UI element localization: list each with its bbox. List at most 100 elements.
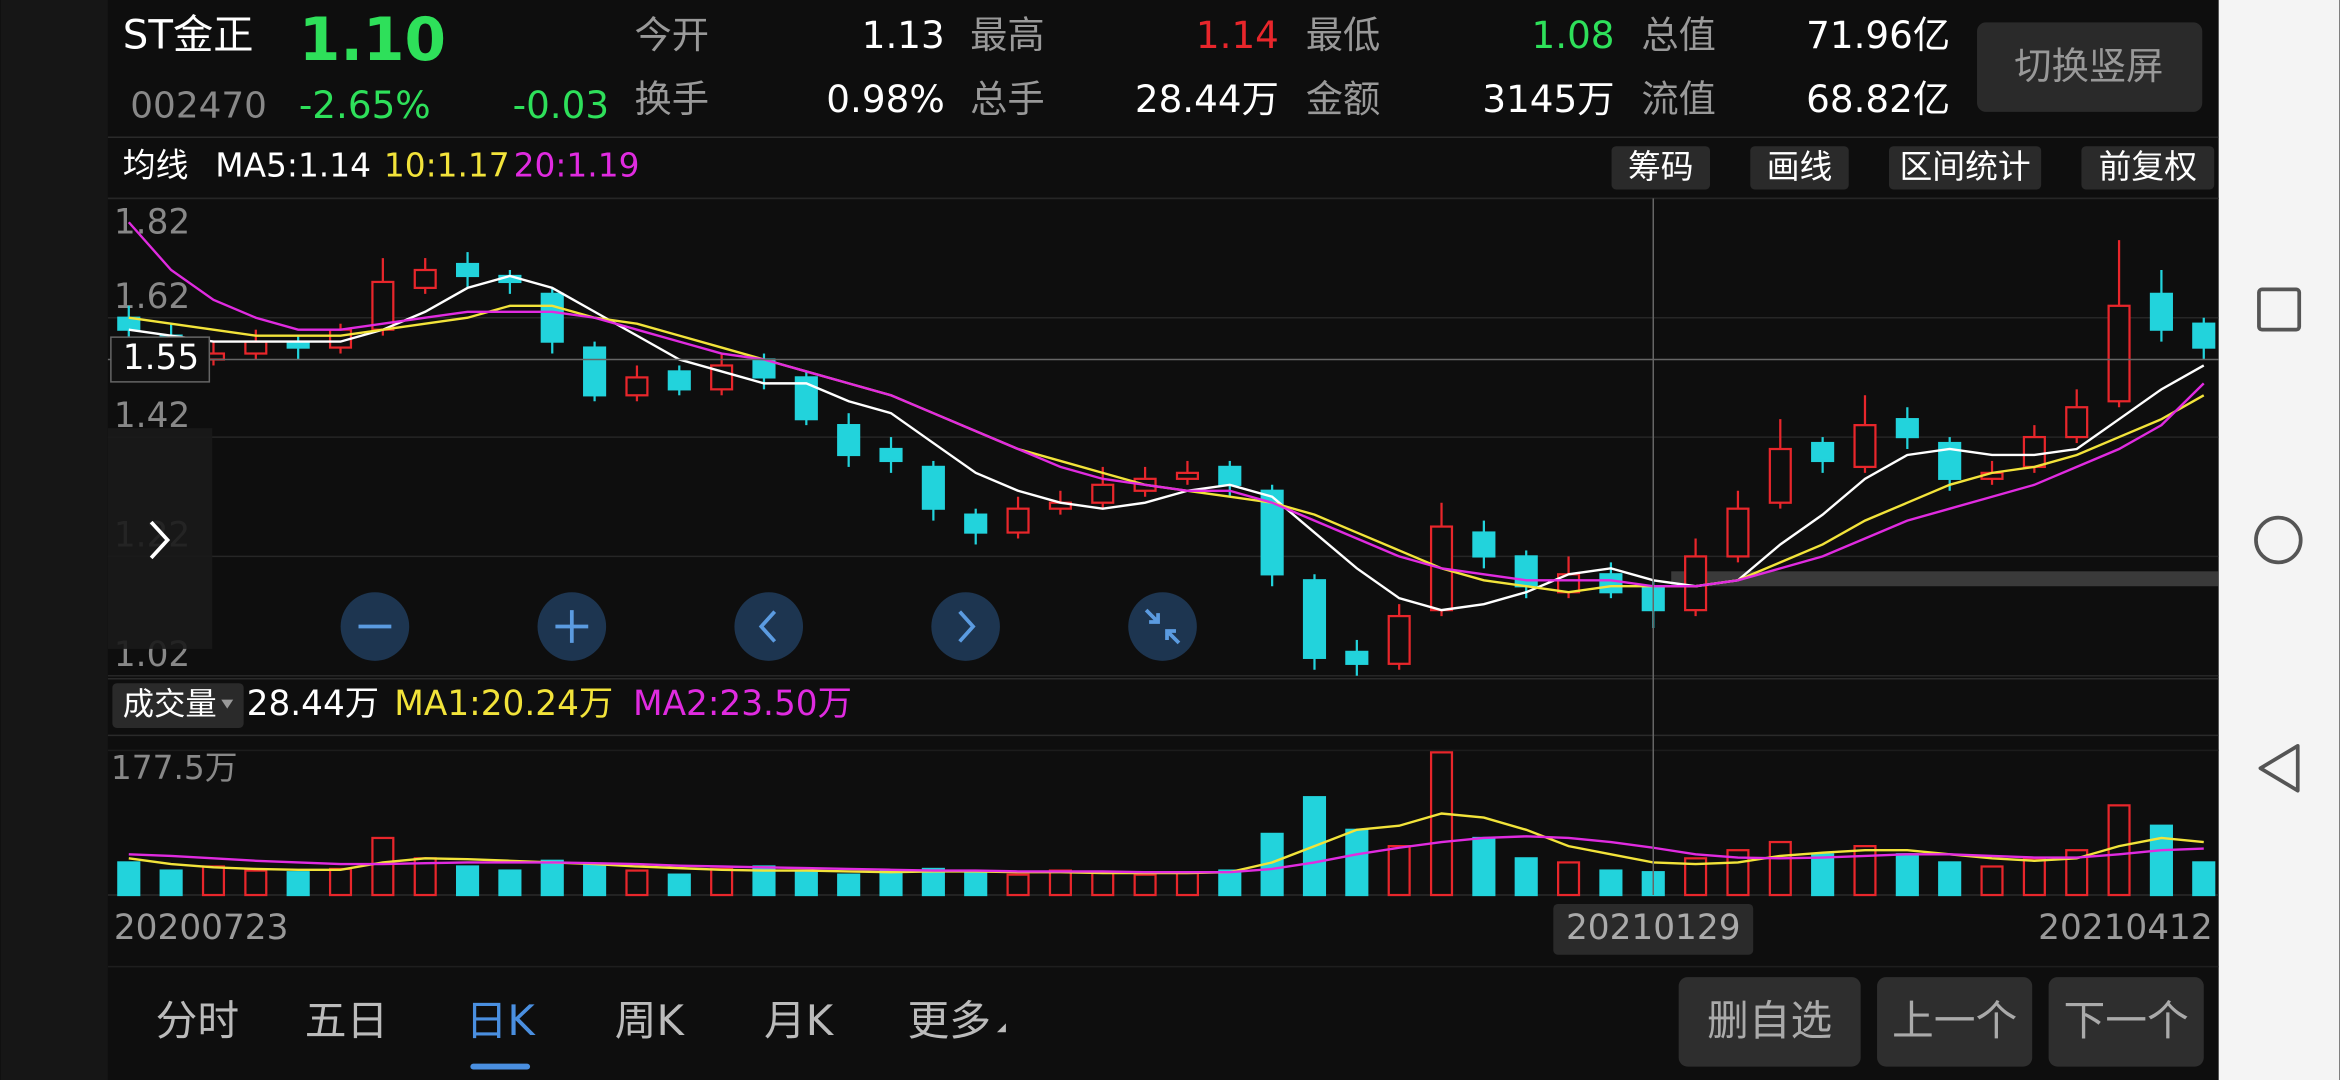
volume-bar bbox=[879, 869, 903, 897]
ma-line bbox=[127, 221, 2205, 588]
left-edge bbox=[0, 0, 108, 1080]
candle-body bbox=[1260, 489, 1284, 576]
candle-body bbox=[667, 370, 691, 391]
volume-bar bbox=[794, 871, 818, 897]
tool-button[interactable] bbox=[1611, 146, 1710, 190]
dropdown-arrow bbox=[221, 699, 234, 709]
toggle-label: 切换竖屏 bbox=[2014, 44, 2163, 88]
quote-value: 1.08 bbox=[1532, 13, 1615, 57]
quote-label: 换手 bbox=[634, 77, 709, 121]
stock-code: 002470 bbox=[130, 85, 267, 126]
quote-label: 总手 bbox=[970, 77, 1045, 121]
volume-bar bbox=[1895, 853, 1919, 897]
candle-body bbox=[455, 262, 480, 278]
side-panel[interactable] bbox=[107, 428, 213, 649]
x-tick-box bbox=[1553, 903, 1754, 955]
quote-value: 0.98% bbox=[826, 77, 944, 121]
tool-button[interactable] bbox=[1750, 146, 1849, 190]
candle-body bbox=[625, 376, 649, 397]
move-left[interactable] bbox=[734, 592, 804, 661]
ma-label: 均线 bbox=[123, 147, 189, 185]
x-tick-label: 20200723 bbox=[114, 908, 289, 948]
candle-body bbox=[879, 447, 903, 463]
chart-controls bbox=[340, 592, 1197, 661]
volume-bar bbox=[1811, 853, 1835, 897]
tool-button[interactable] bbox=[2081, 146, 2215, 190]
volume-bar bbox=[1429, 751, 1454, 897]
reset-zoom[interactable] bbox=[1128, 592, 1197, 661]
tab-indicator bbox=[470, 1063, 531, 1070]
candle-body bbox=[1938, 441, 1962, 480]
volume-bar bbox=[1345, 828, 1369, 897]
nav-back[interactable] bbox=[2258, 743, 2300, 793]
volume-bar bbox=[2192, 861, 2216, 897]
tab[interactable]: 周K bbox=[615, 996, 686, 1045]
candle-body bbox=[244, 340, 268, 355]
toggle-button[interactable] bbox=[1977, 22, 2203, 112]
quote-label: 金额 bbox=[1306, 77, 1381, 121]
tool-button[interactable] bbox=[1889, 146, 2042, 190]
volume-bar bbox=[1514, 857, 1538, 897]
icon bbox=[758, 610, 777, 643]
candle-body bbox=[1599, 573, 1623, 594]
ma10-legend: 10:1.17 bbox=[384, 147, 510, 185]
y-tick-label: 1.62 bbox=[114, 277, 190, 317]
candle-body bbox=[1302, 579, 1327, 659]
action-buttons: 删自选 上一个 下一个 bbox=[1678, 977, 2204, 1067]
volume-value: 28.44万 bbox=[247, 684, 379, 724]
volume-bar bbox=[286, 871, 310, 897]
volume-ma2: MA2:23.50万 bbox=[633, 684, 852, 724]
volume-bar bbox=[837, 873, 861, 897]
ma-line bbox=[128, 274, 2205, 612]
tool-label: 画线 bbox=[1767, 148, 1833, 186]
volume-bar bbox=[244, 869, 268, 897]
candle-body bbox=[1895, 418, 1919, 439]
tab[interactable]: 分时 bbox=[156, 996, 240, 1045]
volume-bar bbox=[1684, 857, 1708, 897]
tab[interactable]: 月K bbox=[764, 996, 835, 1045]
volume-bar bbox=[921, 867, 945, 897]
tool-label: 筹码 bbox=[1628, 148, 1694, 186]
volume-menu[interactable] bbox=[112, 683, 244, 728]
nav-recent[interactable] bbox=[2257, 287, 2302, 332]
volume-bar bbox=[964, 871, 988, 897]
volume-bar bbox=[1218, 869, 1242, 897]
ma20-legend: 20:1.19 bbox=[514, 147, 640, 185]
volume-bar bbox=[667, 873, 691, 897]
change-pct: -2.65% bbox=[299, 83, 431, 127]
tab[interactable]: 五日 bbox=[305, 996, 389, 1045]
volume-bar bbox=[2149, 824, 2173, 897]
action-button[interactable] bbox=[1678, 977, 1861, 1067]
tab[interactable]: 日K bbox=[466, 996, 537, 1045]
nav-home[interactable] bbox=[2254, 515, 2303, 565]
volume-bar bbox=[625, 869, 649, 897]
action-button[interactable] bbox=[2048, 977, 2204, 1067]
candle-body bbox=[1472, 531, 1496, 558]
quote-value: 3145万 bbox=[1482, 77, 1614, 121]
tab[interactable]: 更多 bbox=[907, 996, 991, 1045]
price: 1.10 bbox=[299, 6, 446, 75]
volume-ma1: MA1:20.24万 bbox=[394, 684, 613, 724]
volume-bar bbox=[1853, 844, 1877, 897]
expand-icon bbox=[149, 520, 171, 560]
candle-body bbox=[2192, 322, 2216, 349]
move-right[interactable] bbox=[931, 592, 1000, 661]
action-button[interactable] bbox=[1877, 977, 2033, 1067]
candle-body bbox=[1091, 483, 1115, 504]
volume-bar bbox=[498, 869, 522, 897]
candle-body bbox=[1684, 555, 1708, 612]
volume-bar bbox=[159, 869, 183, 897]
icon bbox=[1144, 608, 1181, 645]
icon bbox=[958, 610, 976, 643]
nav-bar bbox=[2218, 0, 2340, 1080]
volume-bar bbox=[1387, 844, 1411, 897]
quote-label: 今开 bbox=[634, 13, 709, 57]
stock-name: ST金正 bbox=[123, 12, 254, 58]
main-bg bbox=[107, 0, 2219, 1080]
candle-body bbox=[1514, 555, 1538, 588]
chart: 1.021.221.421.621.82177.5万1.552020072320… bbox=[107, 197, 2219, 955]
candle-body bbox=[1387, 614, 1411, 665]
quote-value: 28.44万 bbox=[1135, 77, 1279, 121]
volume-bar bbox=[1938, 861, 1962, 897]
